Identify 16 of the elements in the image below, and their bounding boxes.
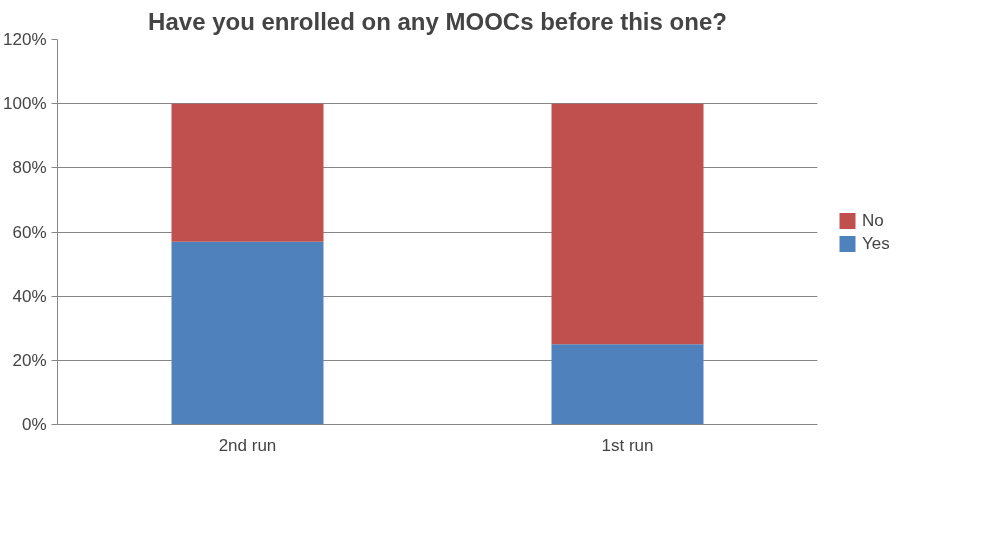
bar [171, 103, 324, 242]
y-tick-label: 120% [3, 30, 47, 49]
y-tick-label: 60% [12, 222, 47, 242]
bar [171, 241, 324, 425]
bar [551, 103, 704, 345]
bar [551, 344, 704, 425]
y-tick-label: 100% [3, 94, 47, 114]
y-tick-label: 0% [21, 415, 47, 434]
legend-label: Yes [862, 233, 890, 253]
y-tick-label: 20% [12, 350, 47, 370]
legend-label: No [862, 210, 884, 230]
x-tick-label: 1st run [601, 435, 654, 455]
x-tick-label: 2nd run [218, 435, 277, 455]
chart-title: Have you enrolled on any MOOCs before this one? [148, 7, 727, 35]
y-tick-label: 40% [12, 286, 47, 306]
y-tick-label: 80% [12, 158, 47, 178]
